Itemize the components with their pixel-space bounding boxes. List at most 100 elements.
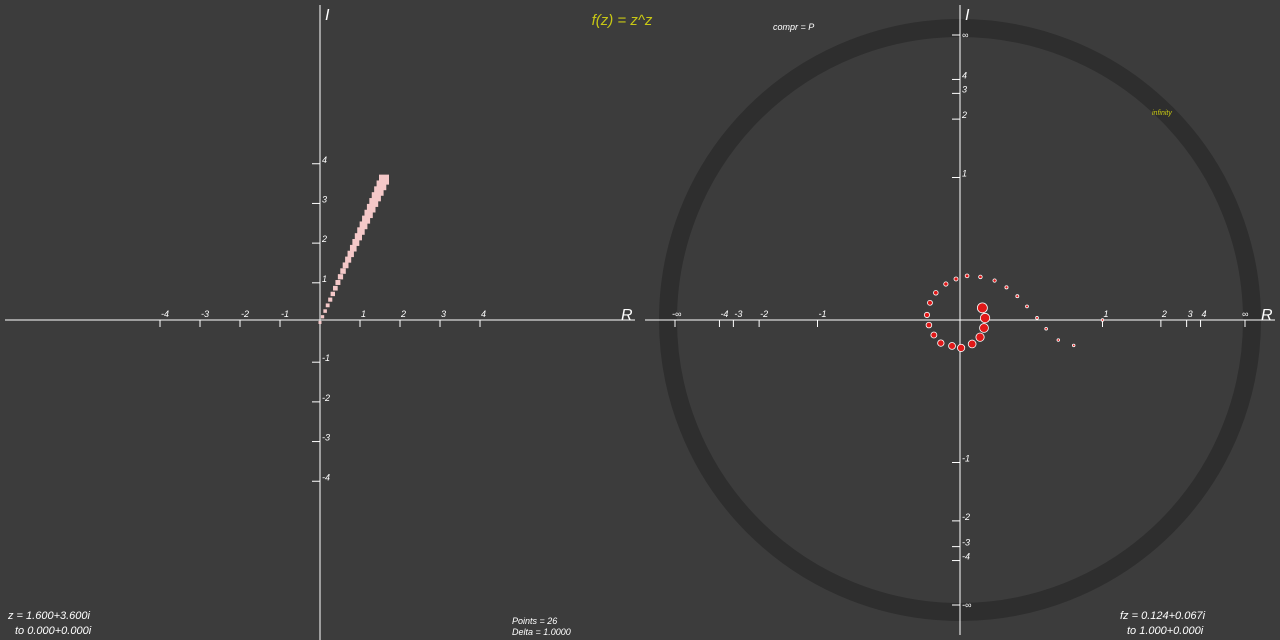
y-tick-label: 3: [962, 84, 967, 94]
point: [330, 291, 335, 297]
x-tick-label: 2: [400, 309, 406, 319]
point: [337, 274, 344, 280]
point: [362, 215, 371, 224]
y-tick-label: 3: [322, 194, 327, 204]
point: [354, 233, 362, 241]
x-tick-label: 2: [1161, 309, 1167, 319]
y-tick-label: 4: [962, 70, 967, 80]
point: [979, 323, 989, 333]
point: [320, 315, 325, 319]
x-tick-label: 1: [1104, 309, 1109, 319]
x-tick-label: -4: [161, 309, 169, 319]
point: [978, 274, 983, 280]
point: [925, 321, 933, 329]
point: [328, 297, 333, 302]
y-tick-label: -2: [322, 393, 330, 403]
point: [379, 174, 389, 185]
x-tick-label: 3: [441, 309, 446, 319]
point: [364, 209, 373, 219]
point: [992, 278, 997, 283]
point: [964, 273, 970, 279]
point: [1044, 326, 1048, 331]
x-tick-label: ∞: [1242, 309, 1248, 319]
y-tick-label: 4: [322, 155, 327, 165]
y-tick-label: -3: [322, 433, 330, 443]
y-tick-label: 2: [321, 234, 327, 244]
point: [366, 203, 376, 213]
compression-label: compr = P: [773, 22, 814, 32]
point: [1004, 285, 1009, 290]
x-tick-label: 1: [361, 309, 366, 319]
x-tick-label: -2: [241, 309, 249, 319]
point: [943, 281, 949, 287]
y-tick-label: -4: [962, 552, 970, 562]
point: [345, 256, 352, 263]
point: [953, 276, 959, 282]
point: [371, 192, 381, 202]
point: [369, 198, 379, 207]
y-tick-label: -4: [322, 472, 330, 482]
point: [957, 343, 966, 352]
point: [323, 309, 327, 313]
point: [340, 268, 346, 274]
y-axis-name: I: [965, 7, 970, 24]
point: [927, 299, 933, 306]
point: [352, 239, 360, 246]
point: [1071, 343, 1076, 348]
z-to: to 0.000+0.000i: [15, 625, 92, 637]
point: [1035, 316, 1039, 320]
point: [342, 262, 349, 269]
infinity-label: infinity: [1152, 110, 1172, 117]
point: [930, 331, 938, 339]
point: [325, 303, 330, 308]
point: [374, 186, 384, 196]
x-axis-name: R: [621, 307, 633, 324]
point: [349, 244, 357, 252]
point: [1015, 294, 1020, 299]
x-tick-label: -4: [720, 309, 728, 319]
y-tick-label: -∞: [962, 600, 971, 610]
x-tick-label: -2: [760, 309, 768, 319]
point: [1100, 318, 1105, 322]
point: [359, 221, 368, 230]
y-axis-name: I: [325, 7, 330, 24]
point: [933, 290, 939, 296]
x-tick-label: 3: [1188, 309, 1193, 319]
x-tick-label: -1: [819, 309, 827, 319]
x-tick-label: -3: [201, 309, 209, 319]
point: [347, 250, 354, 258]
point: [1025, 304, 1029, 309]
point: [948, 342, 956, 350]
point: [967, 339, 977, 349]
y-tick-label: ∞: [962, 30, 968, 40]
y-tick-label: 1: [322, 274, 327, 284]
point: [376, 180, 387, 191]
y-tick-label: -3: [962, 538, 970, 548]
y-tick-label: -2: [962, 512, 970, 522]
fz-to: to 1.000+0.000i: [1127, 625, 1204, 637]
x-tick-label: 4: [481, 309, 486, 319]
x-axis-name: R: [1261, 307, 1273, 324]
y-tick-label: -1: [322, 353, 330, 363]
y-tick-label: 1: [962, 169, 967, 179]
point: [979, 312, 991, 324]
z-value: z = 1.600+3.600i: [7, 610, 91, 622]
point: [318, 321, 322, 324]
y-tick-label: 2: [961, 110, 967, 120]
point: [333, 285, 338, 291]
fz-value: fz = 0.124+0.067i: [1120, 610, 1206, 622]
point: [976, 302, 988, 314]
x-tick-label: 4: [1202, 309, 1207, 319]
point: [335, 280, 341, 285]
point: [923, 311, 931, 318]
point: [1056, 338, 1061, 342]
y-tick-label: -1: [962, 454, 970, 464]
delta-value: Delta = 1.0000: [512, 627, 571, 637]
x-tick-label: -3: [734, 309, 742, 319]
x-tick-label: -∞: [672, 309, 681, 319]
point: [975, 332, 985, 342]
function-title: f(z) = z^z: [592, 12, 653, 29]
point: [357, 227, 365, 235]
points-count: Points = 26: [512, 616, 557, 626]
